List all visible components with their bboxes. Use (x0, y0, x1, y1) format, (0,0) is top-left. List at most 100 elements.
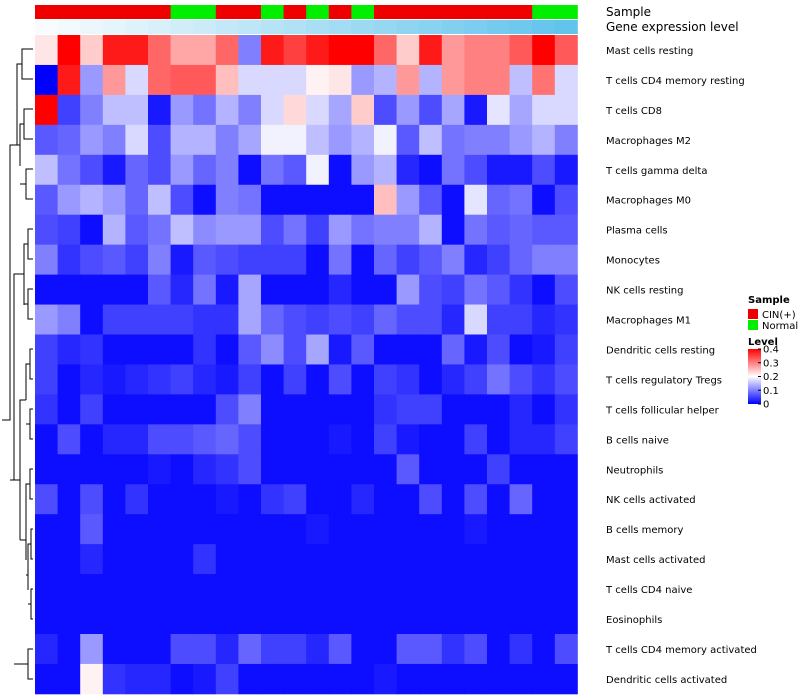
heatmap-cell (125, 64, 149, 96)
heatmap-cell (238, 663, 262, 695)
level-tick-label: 0.4 (763, 345, 779, 356)
row-label: Macrophages M0 (606, 196, 691, 207)
heatmap-cell (554, 424, 578, 455)
heatmap-cell (306, 64, 330, 96)
heatmap-cell (148, 304, 171, 335)
heatmap-cell (80, 64, 104, 96)
heatmap-cell (328, 394, 352, 425)
heatmap-cell (396, 214, 420, 246)
heatmap-cell (374, 424, 397, 455)
heatmap-cell (554, 514, 578, 545)
heatmap-cell (57, 94, 81, 126)
heatmap-cell (238, 94, 262, 126)
heatmap-cell (57, 244, 81, 275)
expression-cell (487, 20, 510, 34)
heatmap-cell (261, 124, 284, 156)
heatmap-cell (102, 274, 126, 305)
heatmap-cell (328, 424, 352, 455)
heatmap-cell (374, 604, 397, 635)
heatmap-cell (351, 35, 375, 66)
heatmap-cell (238, 544, 262, 575)
expression-cell (283, 20, 307, 34)
heatmap-cell (306, 154, 330, 186)
row-label: Neutrophils (606, 465, 663, 476)
heatmap-cell (374, 244, 397, 275)
heatmap-cell (509, 634, 533, 665)
heatmap-cell (441, 663, 465, 695)
expression-cell (351, 20, 375, 34)
heatmap-cell (487, 184, 510, 216)
heatmap-cell (170, 484, 194, 515)
heatmap-cell (125, 394, 149, 425)
heatmap-cell (396, 154, 420, 186)
heatmap-cell (306, 244, 330, 275)
heatmap-cell (509, 334, 533, 365)
heatmap-cell (554, 154, 578, 186)
heatmap-cell (35, 334, 58, 365)
heatmap-cell (215, 364, 239, 395)
heatmap-cell (532, 514, 556, 545)
heatmap-cell (238, 274, 262, 305)
heatmap-cell (509, 514, 533, 545)
heatmap-cell (35, 663, 58, 695)
heatmap-cell (57, 154, 81, 186)
heatmap-cell (374, 64, 397, 96)
heatmap-cell (306, 184, 330, 216)
heatmap-cell (487, 484, 510, 515)
legend-swatch-cin (748, 309, 758, 319)
heatmap-cell (261, 184, 284, 216)
heatmap-cell (464, 94, 488, 126)
heatmap-cell (148, 514, 171, 545)
heatmap-cell (306, 574, 330, 605)
heatmap-cell (306, 634, 330, 665)
sample-cell (328, 5, 352, 19)
heatmap-cell (57, 304, 81, 335)
heatmap-cell (170, 663, 194, 695)
heatmap-cell (419, 544, 443, 575)
sample-cell (509, 5, 533, 19)
row-label: T cells CD4 memory resting (605, 76, 745, 87)
heatmap-cell (351, 274, 375, 305)
heatmap-cell (261, 544, 284, 575)
heatmap-cell (148, 334, 171, 365)
heatmap-cell (306, 334, 330, 365)
sample-cell (193, 5, 217, 19)
heatmap-cell (396, 454, 420, 485)
heatmap-cell (351, 454, 375, 485)
heatmap-cell (261, 454, 284, 485)
heatmap-cell (396, 64, 420, 96)
heatmap-cell (441, 124, 465, 156)
heatmap-cell (125, 663, 149, 695)
heatmap-cell (125, 484, 149, 515)
heatmap-cell (148, 184, 171, 216)
heatmap-cell (80, 304, 104, 335)
heatmap-cell (419, 484, 443, 515)
heatmap-cell (374, 184, 397, 216)
heatmap-cell (170, 124, 194, 156)
heatmap-cell (328, 663, 352, 695)
heatmap-cell (487, 64, 510, 96)
heatmap-cell (261, 364, 284, 395)
heatmap-cell (374, 214, 397, 246)
heatmap-cell (125, 304, 149, 335)
heatmap-cell (554, 574, 578, 605)
heatmap-cell (215, 634, 239, 665)
heatmap-cell (170, 454, 194, 485)
heatmap-cell (396, 634, 420, 665)
heatmap-cell (509, 304, 533, 335)
heatmap-cell (35, 304, 58, 335)
heatmap-cell (148, 214, 171, 246)
heatmap-cell (487, 604, 510, 635)
heatmap-cell (509, 214, 533, 246)
heatmap-cell (441, 64, 465, 96)
heatmap-cell (170, 35, 194, 66)
heatmap-cell (283, 124, 307, 156)
heatmap-cell (170, 604, 194, 635)
heatmap-cell (170, 214, 194, 246)
heatmap-cell (193, 394, 217, 425)
heatmap-cell (419, 124, 443, 156)
heatmap-cell (441, 244, 465, 275)
heatmap-cell (396, 184, 420, 216)
heatmap-cell (351, 94, 375, 126)
heatmap-cell (215, 514, 239, 545)
